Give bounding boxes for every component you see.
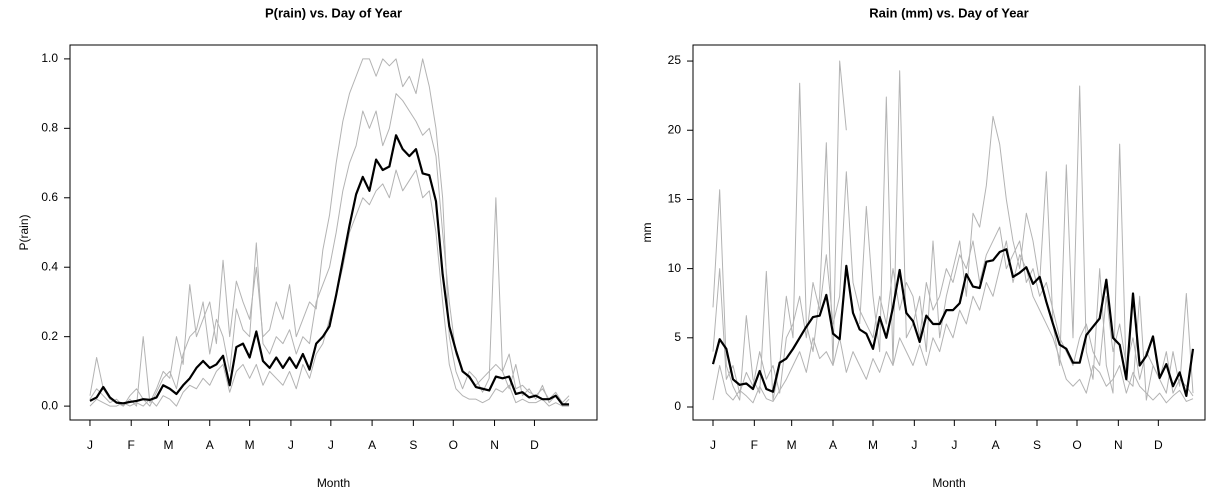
x-tick-label: N bbox=[490, 438, 499, 452]
series-line bbox=[89, 58, 570, 407]
y-tick-label: 5 bbox=[674, 330, 681, 344]
x-tick-label: S bbox=[409, 438, 417, 452]
y-tick-label: 0.2 bbox=[41, 329, 58, 343]
x-tick-label: F bbox=[128, 438, 135, 452]
y-axis-label: mm bbox=[640, 223, 654, 243]
y-tick-label: 0.0 bbox=[41, 398, 58, 412]
x-tick-label: M bbox=[868, 438, 878, 452]
x-tick-label: A bbox=[368, 438, 376, 452]
y-tick-label: 10 bbox=[668, 261, 682, 275]
x-tick-label: J bbox=[288, 438, 294, 452]
x-tick-label: J bbox=[328, 438, 334, 452]
x-tick-label: A bbox=[206, 438, 214, 452]
chart-title: Rain (mm) vs. Day of Year bbox=[869, 5, 1028, 20]
panel: P(rain) vs. Day of Year Month P(rain) 0.0 0.… bbox=[17, 5, 598, 490]
x-tick-label: O bbox=[1072, 438, 1081, 452]
x-tick-label: M bbox=[787, 438, 797, 452]
x-tick-label: D bbox=[1154, 438, 1163, 452]
x-tick-label: S bbox=[1033, 438, 1041, 452]
x-axis-label: Month bbox=[317, 476, 350, 490]
series-line bbox=[712, 171, 1194, 397]
y-tick-label: 0.6 bbox=[41, 190, 58, 204]
x-tick-label: D bbox=[530, 438, 539, 452]
plot-box bbox=[692, 44, 1206, 421]
y-tick-label: 15 bbox=[668, 192, 682, 206]
x-tick-label: J bbox=[87, 438, 93, 452]
series-line bbox=[89, 93, 570, 407]
panel: Rain (mm) vs. Day of Year Month mm 0 5 10 15 20… bbox=[640, 5, 1206, 490]
x-tick-label: A bbox=[992, 438, 1000, 452]
x-tick-label: J bbox=[911, 438, 917, 452]
y-tick-label: 0.8 bbox=[41, 121, 58, 135]
series-line bbox=[89, 169, 570, 407]
plot-box bbox=[69, 44, 598, 421]
chart-title: P(rain) vs. Day of Year bbox=[265, 5, 402, 20]
x-tick-label: F bbox=[751, 438, 758, 452]
x-axis-label: Month bbox=[932, 476, 965, 490]
x-tick-label: M bbox=[245, 438, 255, 452]
x-tick-label: J bbox=[951, 438, 957, 452]
x-tick-label: M bbox=[163, 438, 173, 452]
x-tick-label: J bbox=[710, 438, 716, 452]
y-tick-label: 20 bbox=[668, 122, 682, 136]
y-tick-label: 1.0 bbox=[41, 51, 58, 65]
x-tick-label: O bbox=[449, 438, 458, 452]
series-line bbox=[712, 240, 1194, 404]
y-tick-label: 0.4 bbox=[41, 259, 58, 273]
y-tick-label: 25 bbox=[668, 53, 682, 67]
y-axis-label: P(rain) bbox=[17, 214, 31, 250]
series-line bbox=[711, 248, 1195, 398]
x-tick-label: A bbox=[829, 438, 837, 452]
y-tick-label: 0 bbox=[674, 399, 681, 413]
x-tick-label: N bbox=[1114, 438, 1123, 452]
series-line bbox=[89, 134, 570, 406]
